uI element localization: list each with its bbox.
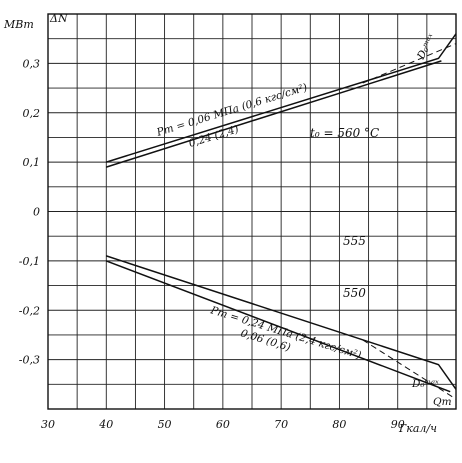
plot-frame [47, 13, 457, 410]
y-symbol-label: ΔN [49, 12, 68, 25]
x-tick-label: 50 [158, 418, 172, 431]
x-unit-label: Гкал/ч [398, 422, 437, 435]
y-tick-label: -0,1 [19, 255, 40, 268]
series-group [106, 33, 457, 400]
grid [48, 14, 456, 409]
annotation-t0: t₀ = 560 °С [310, 126, 379, 140]
y-unit-label: МВт [3, 18, 34, 31]
x-tick-label: 40 [98, 418, 113, 431]
series-line-upper-1 [106, 33, 457, 163]
x-tick-label: 80 [332, 418, 346, 431]
tick-labels: 30 40 50 60 70 80 90 0,3 0,2 0,1 0 -0,1 -0,2 -0,3 [19, 57, 405, 431]
annotation-d0max-upper: D₀ᵐᵃˣ [415, 32, 439, 62]
annotation-iso-550: 550 [343, 286, 366, 300]
x-tick-label: 60 [216, 418, 230, 431]
series-line-lower-4 [106, 255, 457, 390]
annotation-qt: Qт [433, 396, 452, 408]
y-tick-label: 0,1 [23, 156, 41, 169]
series-line-lower-5 [106, 260, 451, 393]
annotation-iso-555: 555 [343, 234, 366, 248]
x-tick-label: 70 [274, 418, 288, 431]
y-tick-label: 0,2 [23, 107, 41, 120]
x-tick-label: 30 [41, 418, 55, 431]
y-tick-label: 0 [33, 206, 40, 219]
y-tick-label: 0,3 [23, 57, 41, 70]
annotation-d0max-lower: D₀ᵐᵃˣ [411, 378, 439, 390]
series-line-upper-3 [362, 43, 457, 84]
y-tick-label: -0,3 [19, 354, 40, 367]
y-tick-label: -0,2 [19, 304, 40, 317]
series-line-upper-2 [106, 60, 442, 168]
series-line-lower-6 [362, 339, 457, 400]
x-tick-label: 90 [391, 418, 405, 431]
